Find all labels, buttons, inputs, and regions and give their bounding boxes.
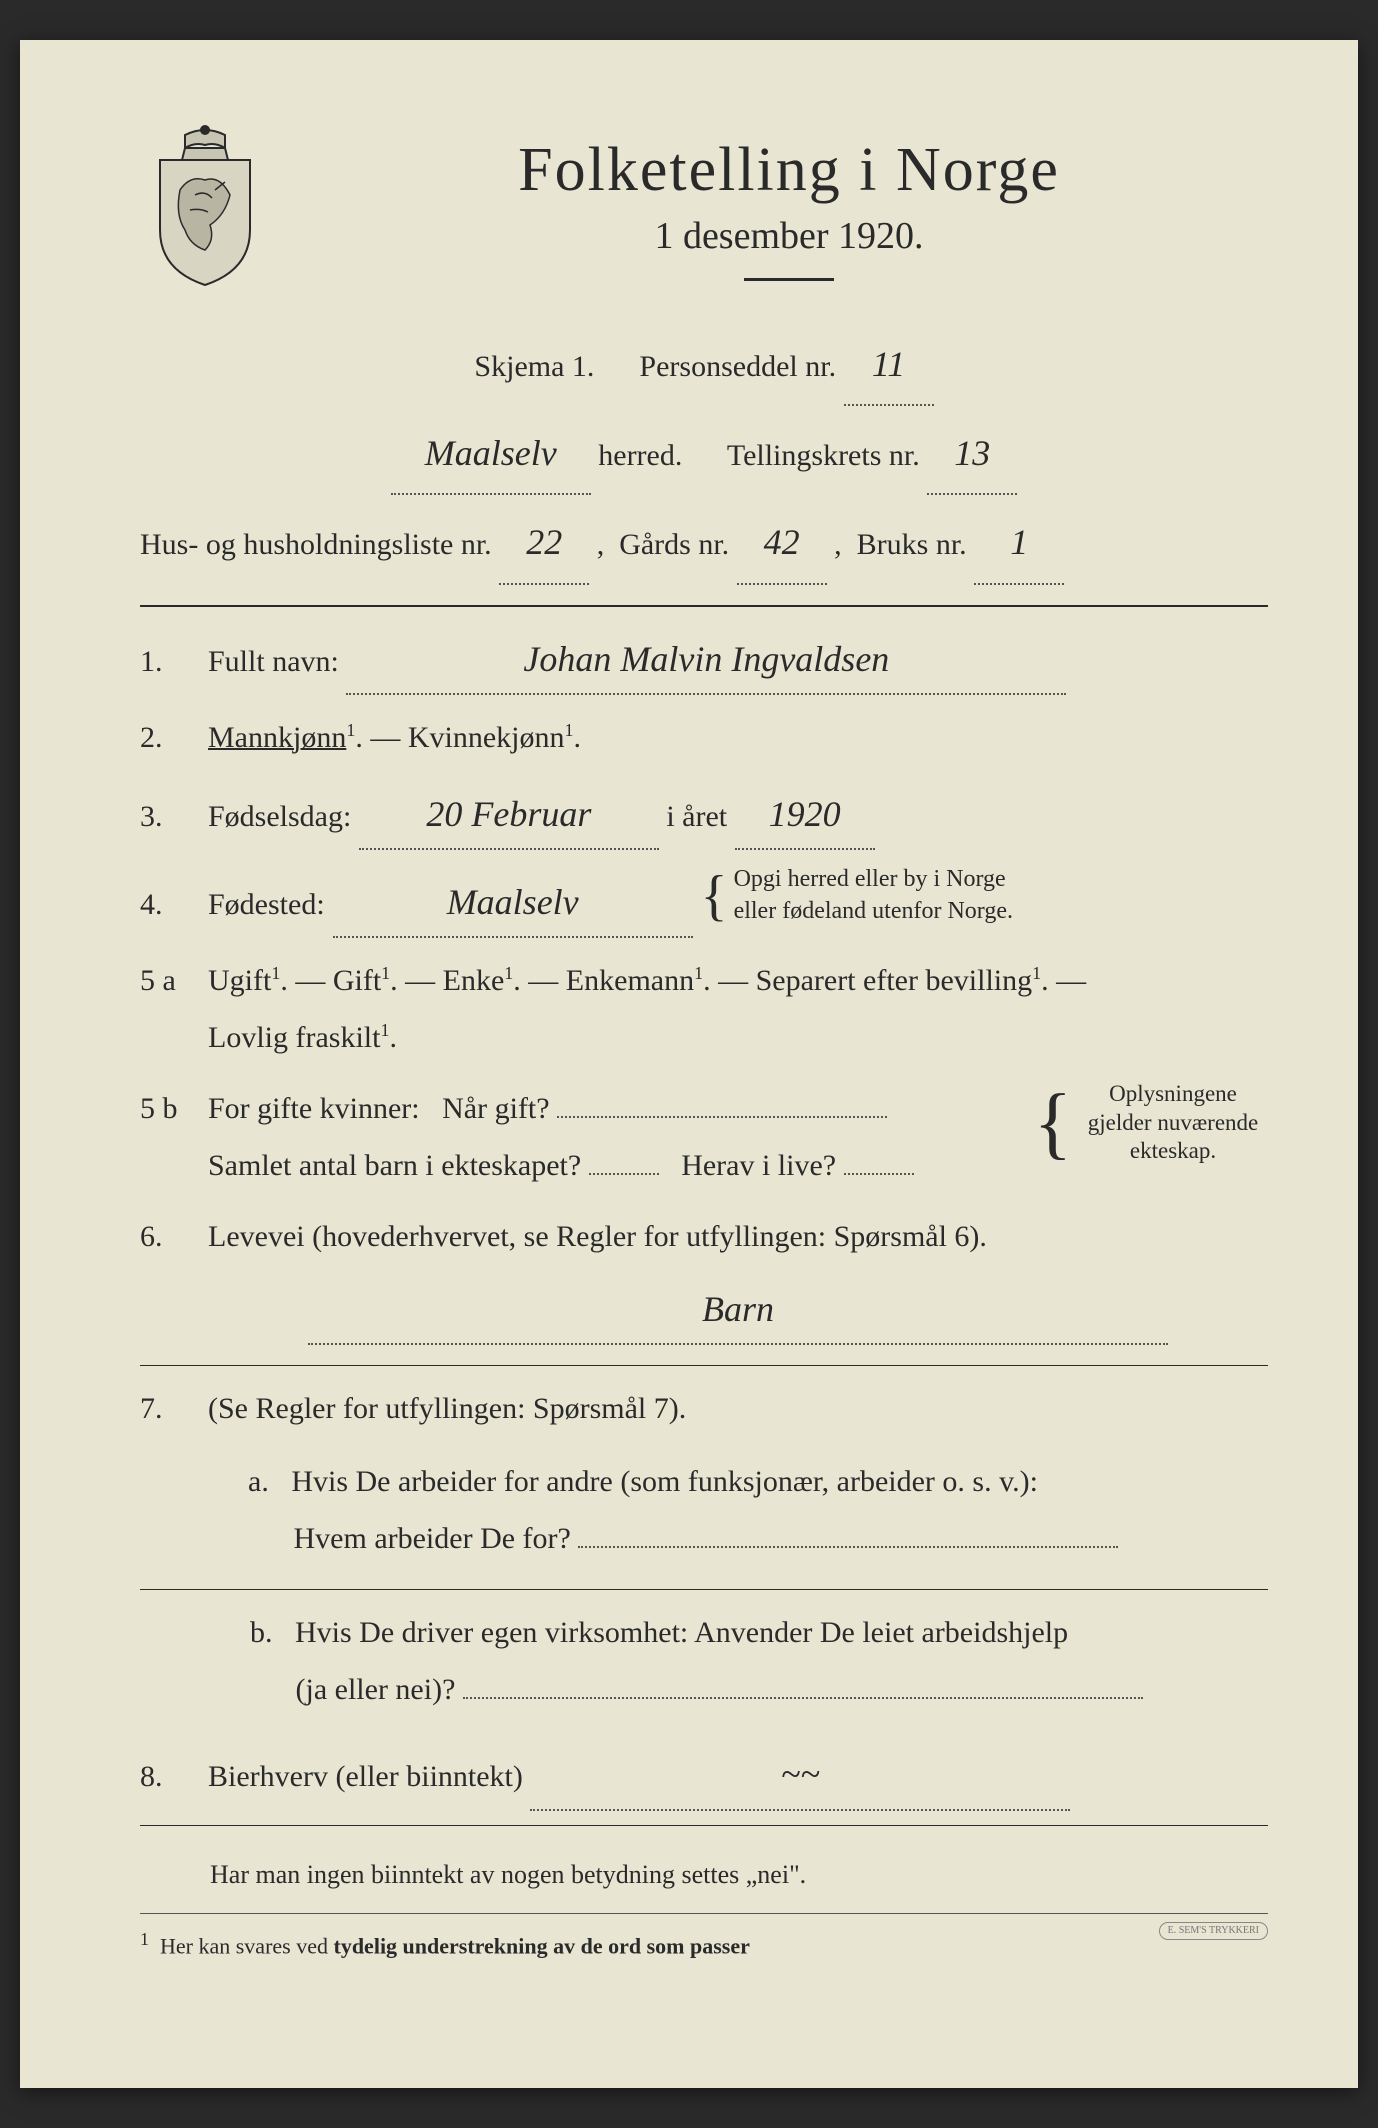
- gards-label: Gårds nr.: [619, 528, 729, 561]
- q4-value: Maalselv: [439, 868, 587, 936]
- q6: 6. Levevei (hovederhvervet, se Regler fo…: [140, 1208, 1268, 1351]
- q2-num: 2.: [140, 709, 190, 766]
- meta-line-1: Skjema 1. Personseddel nr. 11: [140, 325, 1268, 406]
- q5a-ugift: Ugift: [208, 964, 271, 997]
- title-divider: [744, 278, 834, 281]
- q6-value: Barn: [694, 1275, 782, 1343]
- brace-icon: {: [1034, 1103, 1072, 1143]
- q3-num: 3.: [140, 788, 190, 845]
- questions: 1. Fullt navn: Johan Malvin Ingvaldsen 2…: [140, 625, 1268, 1968]
- footnote-text: Her kan svares ved tydelig understreknin…: [160, 1933, 750, 1958]
- personseddel-nr: 11: [864, 325, 913, 404]
- q6-num: 6.: [140, 1208, 190, 1265]
- footer-note: Har man ingen biinntekt av nogen betydni…: [140, 1850, 1268, 1899]
- q2-kvinne: Kvinnekjønn: [408, 721, 565, 754]
- bruks-label: Bruks nr.: [857, 528, 967, 561]
- q5a-separert: Separert efter bevilling: [756, 964, 1033, 997]
- subtitle: 1 desember 1920.: [310, 214, 1268, 258]
- q3: 3. Fødselsdag: 20 Februar i året 1920: [140, 780, 1268, 850]
- q8-label: Bierhverv (eller biinntekt): [208, 1760, 523, 1793]
- q4-num: 4.: [140, 876, 190, 933]
- q2: 2. Mannkjønn1. — Kvinnekjønn1.: [140, 709, 1268, 766]
- q7-num: 7.: [140, 1380, 190, 1437]
- skjema-label: Skjema 1.: [474, 350, 594, 383]
- q7-label: (Se Regler for utfyllingen: Spørsmål 7).: [208, 1392, 686, 1425]
- q7b-text1: Hvis De driver egen virksomhet: Anvender…: [295, 1616, 1068, 1649]
- q4-label: Fødested:: [208, 876, 325, 933]
- q5b-num: 5 b: [140, 1080, 190, 1137]
- q1: 1. Fullt navn: Johan Malvin Ingvaldsen: [140, 625, 1268, 695]
- meta-line-3: Hus- og husholdningsliste nr. 22 , Gårds…: [140, 503, 1268, 584]
- q5a-enkemann: Enkemann: [566, 964, 694, 997]
- q5b-label2: Når gift?: [442, 1092, 549, 1125]
- husliste-nr: 22: [518, 503, 570, 582]
- q5a-gift: Gift: [333, 964, 381, 997]
- q3-day: 20 Februar: [418, 780, 599, 848]
- q2-mann: Mannkjønn: [208, 721, 346, 754]
- q7a-label: a.: [248, 1465, 269, 1498]
- q5a-fraskilt: Lovlig fraskilt: [208, 1021, 380, 1054]
- census-form-page: Folketelling i Norge 1 desember 1920. Sk…: [20, 40, 1358, 2088]
- q8-num: 8.: [140, 1748, 190, 1805]
- divider-q7a: [140, 1589, 1268, 1590]
- tellingskrets-nr: 13: [946, 414, 998, 493]
- divider-1: [140, 605, 1268, 607]
- q5b-note: Oplysningene gjelder nuværende ekteskap.: [1078, 1080, 1268, 1166]
- footnote-row: 1 Her kan svares ved tydelig understrekn…: [140, 1913, 1268, 1967]
- q8-value: ~~: [773, 1740, 828, 1808]
- q3-mid: i året: [666, 800, 727, 833]
- herred-label: herred.: [598, 439, 682, 472]
- q3-label: Fødselsdag:: [208, 800, 351, 833]
- q2-sep: . —: [355, 721, 400, 754]
- divider-q6: [140, 1365, 1268, 1366]
- q5a-num: 5 a: [140, 952, 190, 1009]
- q7b-label: b.: [250, 1616, 273, 1649]
- q8: 8. Bierhverv (eller biinntekt) ~~: [140, 1740, 1268, 1810]
- q5a: 5 a Ugift1. — Gift1. — Enke1. — Enkemann…: [140, 952, 1268, 1066]
- footnote-num: 1: [140, 1929, 149, 1949]
- divider-q8: [140, 1825, 1268, 1826]
- q3-year: 1920: [761, 780, 849, 848]
- q6-label: Levevei (hovederhvervet, se Regler for u…: [208, 1220, 987, 1253]
- gards-nr: 42: [756, 503, 808, 582]
- header: Folketelling i Norge 1 desember 1920.: [140, 120, 1268, 315]
- bruks-nr: 1: [1002, 503, 1036, 582]
- tellingskrets-label: Tellingskrets nr.: [727, 439, 920, 472]
- brace-icon: {: [701, 882, 728, 910]
- coat-of-arms-icon: [140, 120, 270, 290]
- title-block: Folketelling i Norge 1 desember 1920.: [310, 120, 1268, 315]
- q5b: 5 b For gifte kvinner: Når gift? Samlet …: [140, 1080, 1268, 1194]
- husliste-label: Hus- og husholdningsliste nr.: [140, 528, 492, 561]
- q7a-text2: Hvem arbeider De for?: [294, 1522, 571, 1555]
- q4-note: Opgi herred eller by i Norge eller fødel…: [734, 864, 1084, 926]
- q1-label: Fullt navn:: [208, 645, 339, 678]
- q2-dot: .: [573, 721, 581, 754]
- printer-mark: E. SEM'S TRYKKERI: [1159, 1922, 1268, 1940]
- main-title: Folketelling i Norge: [310, 135, 1268, 206]
- q5b-label1: For gifte kvinner:: [208, 1092, 420, 1125]
- meta-line-2: Maalselv herred. Tellingskrets nr. 13: [140, 414, 1268, 495]
- personseddel-label: Personseddel nr.: [639, 350, 836, 383]
- herred-value: Maalselv: [417, 414, 565, 493]
- q7b-text2: (ja eller nei)?: [296, 1673, 456, 1706]
- q7b: b. Hvis De driver egen virksomhet: Anven…: [210, 1604, 1268, 1726]
- q1-value: Johan Malvin Ingvaldsen: [515, 625, 897, 693]
- q7: 7. (Se Regler for utfyllingen: Spørsmål …: [140, 1380, 1268, 1575]
- meta-block: Skjema 1. Personseddel nr. 11 Maalselv h…: [140, 325, 1268, 585]
- q5b-label4: Herav i live?: [681, 1149, 836, 1182]
- q7a-text1: Hvis De arbeider for andre (som funksjon…: [291, 1465, 1038, 1498]
- q5b-label3: Samlet antal barn i ekteskapet?: [208, 1149, 581, 1182]
- q5a-enke: Enke: [443, 964, 505, 997]
- q4: 4. Fødested: Maalselv { Opgi herred elle…: [140, 864, 1268, 938]
- q1-num: 1.: [140, 633, 190, 690]
